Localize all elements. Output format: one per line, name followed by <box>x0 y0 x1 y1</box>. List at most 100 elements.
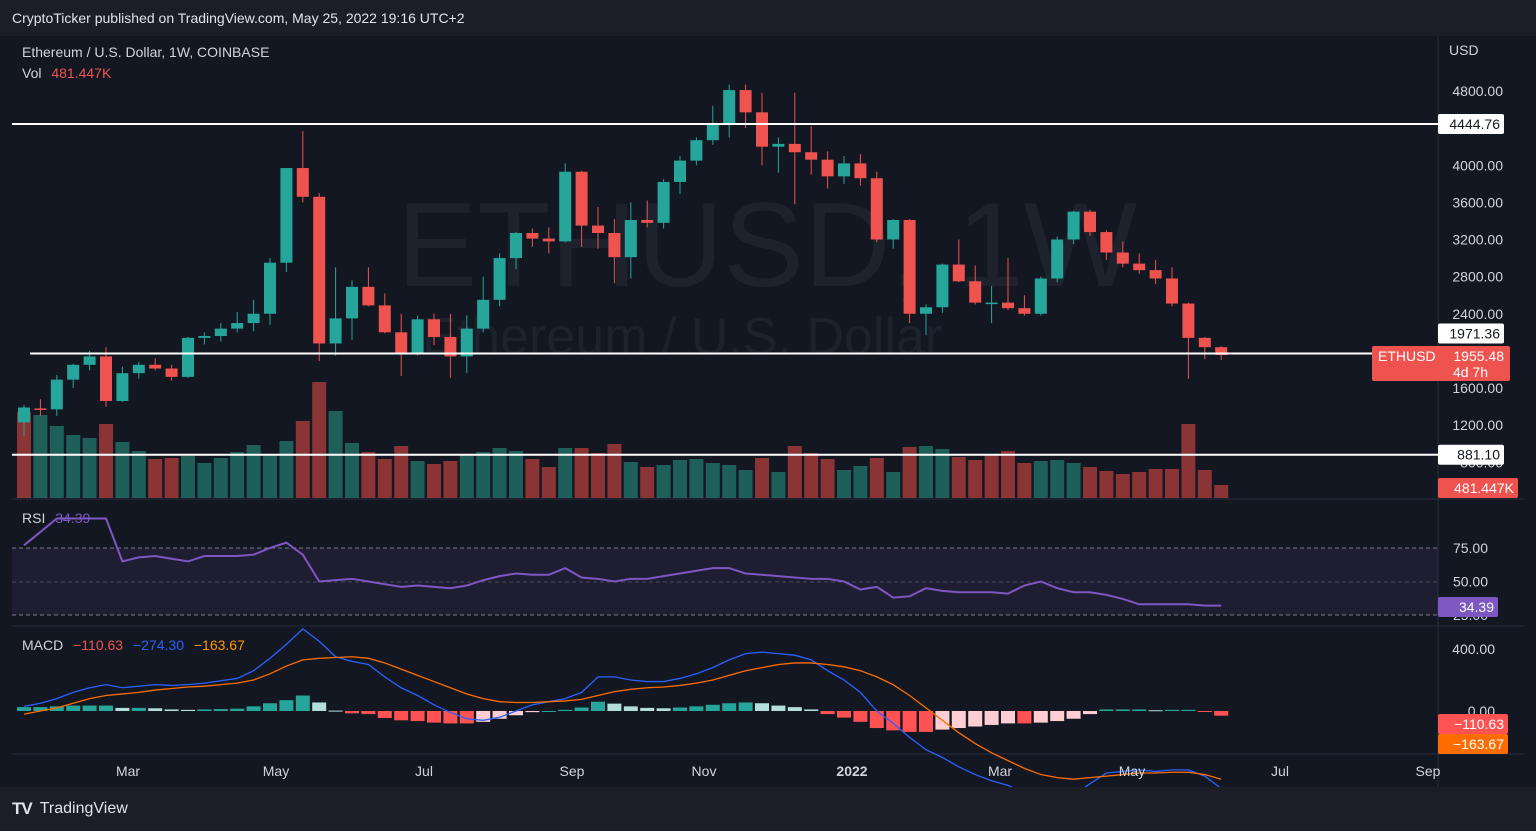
volume-bar <box>49 426 64 498</box>
vol-label: Vol <box>22 65 42 81</box>
macd-legend[interactable]: MACD −110.63 −274.30 −163.67 <box>22 637 245 653</box>
candle-body <box>460 328 473 357</box>
macd-histogram-bar <box>1066 711 1081 719</box>
macd-histogram-bar <box>673 707 687 711</box>
volume-bar <box>837 470 851 498</box>
candle-body <box>1002 302 1014 309</box>
candle-body <box>1182 303 1195 338</box>
volume-bar <box>230 452 245 498</box>
macd-histogram-bar <box>459 711 474 724</box>
macd-signal-line <box>23 656 1222 780</box>
volume-tag: 481.447K <box>1454 480 1515 496</box>
volume-bar <box>869 458 884 498</box>
macd-histogram-bar <box>197 709 212 711</box>
macd-signal-tag: −163.67 <box>1453 736 1504 752</box>
macd-histogram-bar <box>1017 711 1032 724</box>
macd-histogram-bar <box>968 711 983 727</box>
macd-histogram-bar <box>869 711 884 729</box>
volume-bar <box>607 444 622 498</box>
volume-bar <box>623 462 638 498</box>
volume-bar <box>263 455 277 498</box>
candle-body <box>657 181 670 223</box>
candle-body <box>444 336 457 357</box>
macd-hist-tag-bg <box>1438 714 1508 734</box>
volume-bar <box>197 463 212 498</box>
chart-canvas[interactable]: ETHUSD, 1W Ethereum / U.S. Dollar 4800.0… <box>12 36 1524 787</box>
volume-bar <box>66 435 81 498</box>
volume-bar <box>148 459 163 498</box>
volume-bar <box>1017 463 1032 498</box>
volume-bar <box>689 459 704 498</box>
volume-bars <box>17 382 1229 498</box>
macd-histogram-bar <box>640 707 655 711</box>
candle-body <box>34 408 47 410</box>
symbol-title[interactable]: Ethereum / U.S. Dollar, 1W, COINBASE <box>22 44 270 60</box>
macd-histogram-bar <box>1033 711 1048 723</box>
countdown-value: 4d 7h <box>1453 364 1488 380</box>
candle-body <box>198 336 211 338</box>
brand-name[interactable]: TradingView <box>39 800 128 817</box>
volume-bar <box>722 465 737 498</box>
volume-legend[interactable]: Vol 481.447K <box>22 65 111 81</box>
macd-histogram-bar <box>755 703 769 711</box>
price-tick-label: 3600.00 <box>1452 194 1503 210</box>
volume-bar <box>886 472 901 498</box>
candle-body <box>313 196 326 344</box>
macd-tick-label: 400.00 <box>1452 641 1495 657</box>
time-axis-label: Mar <box>116 763 140 779</box>
macd-histogram-bar <box>213 709 228 711</box>
tradingview-logo-icon[interactable]: TV <box>12 799 33 818</box>
chart-frame[interactable]: ETHUSD, 1W Ethereum / U.S. Dollar 4800.0… <box>12 36 1524 787</box>
candle-body <box>165 368 178 377</box>
rsi-legend[interactable]: RSI 34.39 <box>22 510 90 526</box>
candle-body <box>18 407 30 423</box>
volume-bar <box>410 461 425 498</box>
candle-body <box>592 225 604 234</box>
volume-bar <box>394 446 409 498</box>
macd-histogram-bar <box>591 701 605 711</box>
volume-bar <box>164 458 179 498</box>
volume-bar <box>984 454 999 498</box>
macd-histogram-bar <box>345 711 359 714</box>
candlesticks <box>18 84 1228 437</box>
volume-bar <box>492 448 507 498</box>
candle-body <box>559 171 572 242</box>
volume-bar <box>509 451 523 498</box>
time-axis-label: 2022 <box>836 763 867 779</box>
candle-body <box>132 364 145 374</box>
rsi-label: RSI <box>22 510 46 526</box>
candle-body <box>411 319 424 353</box>
volume-bar <box>738 470 753 498</box>
time-axis-label: Jul <box>1271 763 1289 779</box>
rsi-value: 34.39 <box>55 510 91 526</box>
volume-bar <box>853 466 868 498</box>
macd-histogram-bar <box>361 711 376 715</box>
rsi-tag-bg <box>1438 597 1498 617</box>
published-text: CryptoTicker published on TradingView.co… <box>12 10 465 26</box>
macd-histogram-bar <box>427 711 441 723</box>
footer-bar: TV TradingView <box>0 787 1536 831</box>
symbol-legend[interactable]: Ethereum / U.S. Dollar, 1W, COINBASE <box>22 44 269 60</box>
macd-histogram-bar <box>1115 709 1130 711</box>
candle-body <box>1166 278 1178 304</box>
volume-tag-bg <box>1438 478 1518 498</box>
candle-body <box>100 356 112 401</box>
candle-body <box>83 356 96 365</box>
candle-body <box>1133 263 1146 271</box>
volume-bar <box>1001 451 1015 498</box>
volume-bar <box>804 453 819 498</box>
volume-bar <box>476 452 491 498</box>
volume-bar <box>377 459 392 498</box>
volume-bar <box>640 467 655 498</box>
macd-histogram-bar <box>148 708 163 711</box>
candle-body <box>280 168 293 263</box>
macd-histogram-bar <box>919 711 933 732</box>
volume-bar <box>312 382 327 498</box>
candle-body <box>624 220 637 258</box>
price-tick-label: 3200.00 <box>1452 232 1503 248</box>
macd-histogram-bar <box>656 708 671 711</box>
macd-histogram-bar <box>1001 711 1015 724</box>
candle-body <box>838 163 850 177</box>
candle-body <box>1149 270 1162 279</box>
price-tick-label: 4000.00 <box>1452 157 1503 173</box>
